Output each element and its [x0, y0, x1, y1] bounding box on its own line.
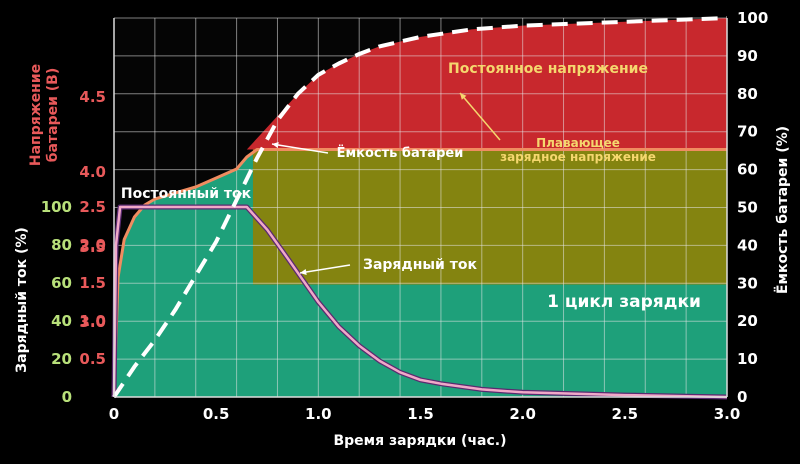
capacity-tick-label: 0 — [737, 388, 747, 406]
x-tick-label: 0 — [109, 405, 119, 423]
capacity-tick-label: 70 — [737, 123, 758, 141]
current-scale-tick-label: 1.0 — [79, 312, 106, 330]
current-tick-label: 20 — [51, 350, 72, 368]
capacity-tick-label: 50 — [737, 199, 758, 217]
current-scale-tick-label: 0.5 — [79, 350, 106, 368]
current-tick-label: 0 — [62, 388, 72, 406]
capacity-arrow — [271, 143, 329, 154]
voltage-line — [112, 148, 727, 398]
voltage-tick-label: 4.5 — [79, 88, 106, 106]
current-tick-label: 80 — [51, 236, 72, 254]
capacity-axis-title: Ёмкость батареи (%) — [774, 126, 791, 294]
float-arrow — [459, 92, 501, 141]
float-voltage-label: зарядное напряжение — [500, 150, 656, 164]
current-tick-label: 60 — [51, 274, 72, 292]
x-tick-label: 1.5 — [407, 405, 434, 423]
voltage-tick-label: 3.5 — [79, 238, 106, 256]
x-tick-label: 2.5 — [612, 405, 639, 423]
x-tick-label: 1.0 — [305, 405, 332, 423]
current-scale-tick-label: 2.5 — [79, 198, 106, 216]
current-line — [112, 205, 728, 399]
capacity-label: Ёмкость батареи — [337, 145, 464, 161]
capacity-line — [112, 16, 728, 399]
voltage-axis-title: Напряжение — [28, 64, 44, 166]
current-arrow-head — [300, 269, 307, 275]
capacity-arrow-head — [272, 142, 279, 148]
capacity-tick-label: 20 — [737, 312, 758, 330]
voltage-tick-label: 3.0 — [79, 313, 106, 331]
current-scale-tick-label: 1.5 — [79, 274, 106, 292]
capacity-tick-label: 80 — [737, 85, 758, 103]
x-tick-label: 3.0 — [714, 405, 741, 423]
charging-current-label: Зарядный ток — [363, 257, 477, 273]
current-tick-label: 100 — [41, 198, 72, 216]
x-tick-label: 0.5 — [203, 405, 230, 423]
capacity-tick-label: 100 — [737, 9, 768, 27]
capacity-tick-label: 30 — [737, 274, 758, 292]
constant-current-label: Постоянный ток — [121, 186, 252, 202]
x-tick-label: 2.0 — [509, 405, 536, 423]
float-arrow-head — [460, 93, 467, 100]
voltage-tick-label: 4.0 — [79, 163, 106, 181]
current-scale-tick-label: 2.0 — [79, 236, 106, 254]
cycle-label: 1 цикл зарядки — [547, 292, 701, 312]
x-axis-title: Время зарядки (час.) — [333, 433, 506, 449]
float-voltage-region — [252, 149, 728, 285]
constant-voltage-region — [246, 18, 728, 150]
capacity-tick-label: 60 — [737, 161, 758, 179]
capacity-tick-label: 40 — [737, 236, 758, 254]
voltage-axis-title: батареи (В) — [45, 68, 61, 162]
current-arrow — [299, 264, 351, 274]
current-axis-title: Зарядный ток (%) — [14, 227, 30, 373]
constant-voltage-label: Постоянное напряжение — [448, 61, 648, 77]
float-voltage-label: Плавающее — [536, 136, 620, 150]
capacity-tick-label: 10 — [737, 350, 758, 368]
current-tick-label: 40 — [51, 312, 72, 330]
capacity-tick-label: 90 — [737, 47, 758, 65]
